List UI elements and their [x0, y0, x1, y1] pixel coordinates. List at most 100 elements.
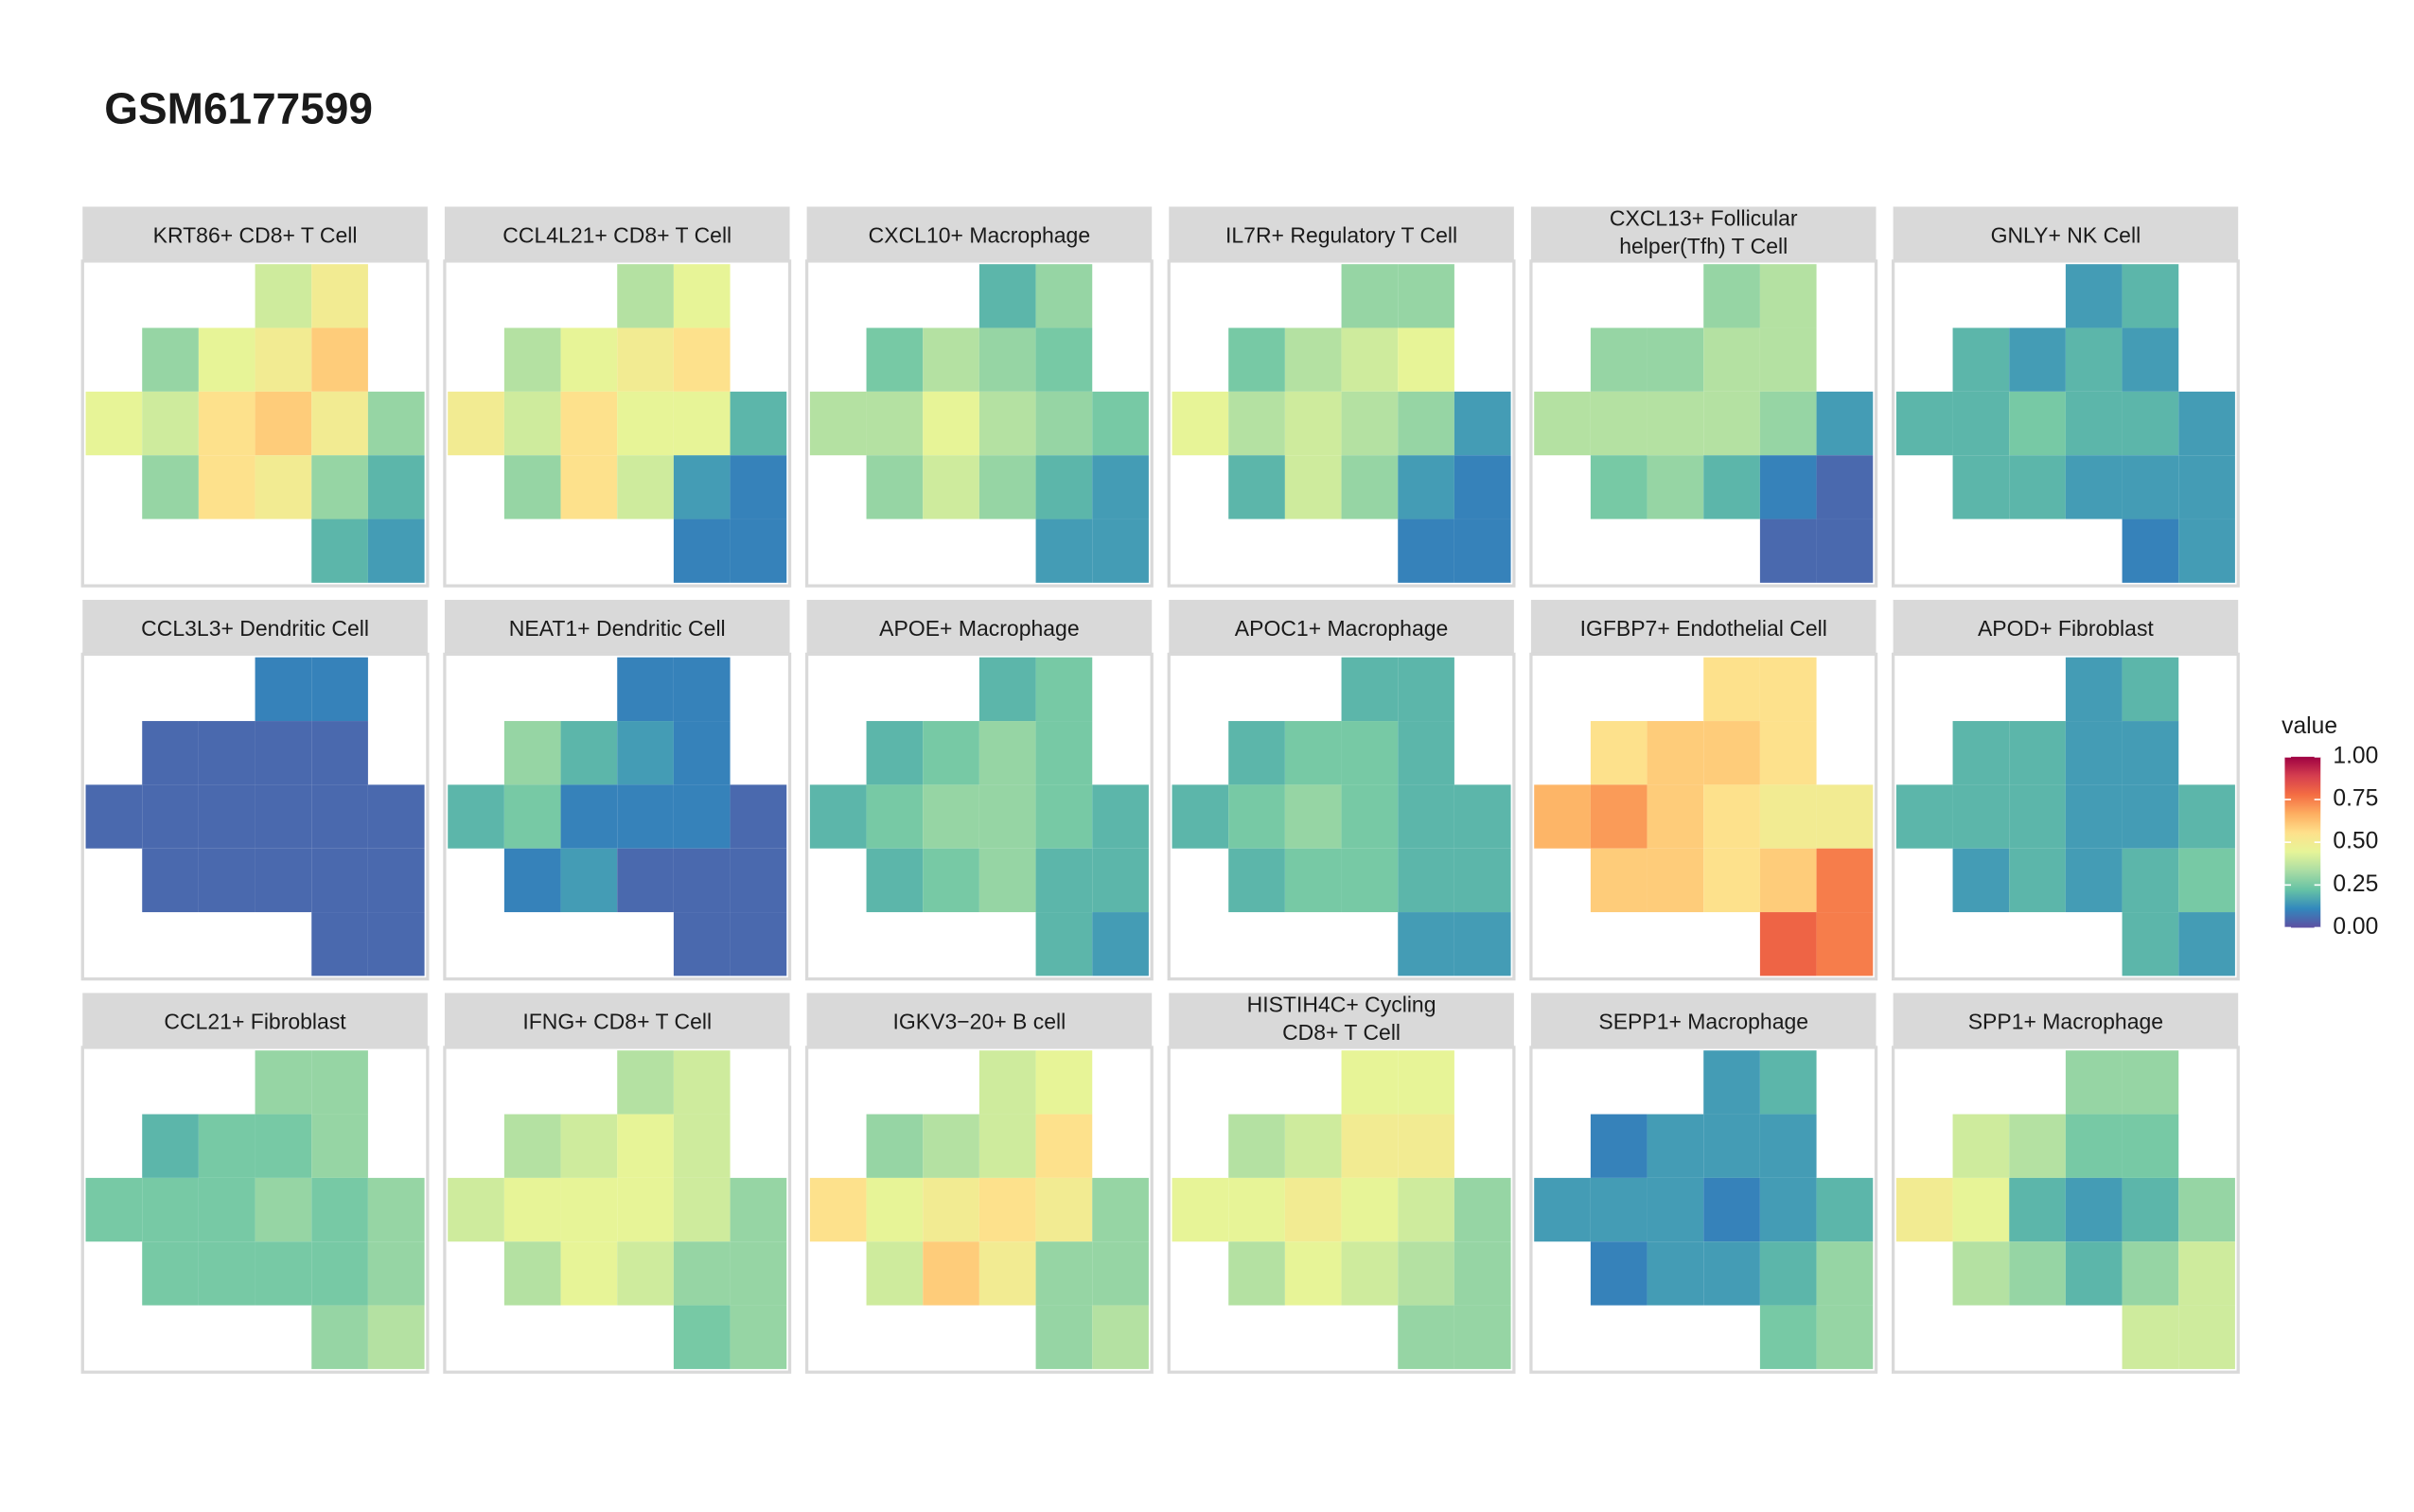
spot-cell [1035, 848, 1093, 913]
spot-cell [255, 1241, 312, 1306]
spot-cell [1035, 912, 1093, 976]
spot-cell [866, 848, 924, 913]
spot-cell [2122, 1177, 2179, 1242]
spot-cell [1398, 721, 1454, 785]
spot-cell [1228, 1241, 1285, 1306]
spot-cell [1172, 784, 1229, 849]
spot-cell [311, 784, 368, 849]
spot-cell [1398, 784, 1454, 849]
spot-cell [367, 912, 425, 976]
spot-cell [1284, 1114, 1342, 1178]
spot-cell [142, 848, 199, 913]
panel-title: CXCL13+ Follicular [1610, 205, 1798, 230]
panel-title: IFNG+ CD8+ T Cell [522, 1010, 712, 1034]
spot-cell [1035, 327, 1093, 392]
strip [82, 599, 428, 655]
spot-cell [1952, 721, 2010, 785]
spot-cell [1092, 391, 1149, 456]
spot-cell [448, 784, 504, 849]
spot-cell [1092, 519, 1149, 583]
strip [444, 599, 790, 655]
spot-cell [1703, 1050, 1760, 1115]
spot-cell [2178, 848, 2235, 913]
spot-cell [1952, 1114, 2010, 1178]
spot-cell [367, 784, 425, 849]
spot-cell [2122, 1305, 2179, 1369]
panel-title: CCL3L3+ Dendritic Cell [141, 616, 369, 641]
spot-cell [142, 391, 199, 456]
spot-cell [1454, 848, 1511, 913]
spot-cell [142, 1114, 199, 1178]
spot-cell [85, 1177, 143, 1242]
spot-cell [1398, 1241, 1454, 1306]
spot-cell [673, 1241, 731, 1306]
spot-cell [1228, 1177, 1285, 1242]
spot-cell [1092, 784, 1149, 849]
spot-cell [1092, 1177, 1149, 1242]
strip [1893, 993, 2239, 1047]
spot-cell [1590, 1177, 1648, 1242]
spot-cell [1703, 455, 1760, 519]
spot-cell [673, 327, 731, 392]
spot-cell [2065, 264, 2123, 328]
spot-cell [503, 327, 561, 392]
spot-cell [503, 1241, 561, 1306]
spot-cell [1703, 264, 1760, 328]
spot-cell [1454, 455, 1511, 519]
spot-cell [1341, 1241, 1399, 1306]
spot-cell [1398, 264, 1454, 328]
spot-cell [1534, 391, 1591, 456]
spot-cell [2122, 327, 2179, 392]
spot-cell [1172, 1177, 1229, 1242]
spot-cell [866, 1114, 924, 1178]
spot-cell [923, 1241, 979, 1306]
spot-cell [978, 455, 1036, 519]
spot-cell [1454, 912, 1511, 976]
spot-cell [142, 721, 199, 785]
panel-title: SPP1+ Macrophage [1968, 1010, 2163, 1034]
spot-cell [1398, 391, 1454, 456]
panel-title: SEPP1+ Macrophage [1598, 1010, 1808, 1034]
spot-cell [673, 519, 731, 583]
strip [82, 993, 428, 1047]
spot-cell [923, 848, 979, 913]
spot-cell [673, 1050, 731, 1115]
spot-cell [923, 1177, 979, 1242]
spot-cell [978, 1241, 1036, 1306]
spot-cell [809, 1177, 867, 1242]
spot-cell [367, 455, 425, 519]
spot-cell [1398, 1305, 1454, 1369]
spot-cell [2122, 848, 2179, 913]
spot-cell [978, 1050, 1036, 1115]
spot-cell [1092, 1305, 1149, 1369]
spot-cell [255, 1050, 312, 1115]
spot-cell [923, 391, 979, 456]
spot-cell [1952, 848, 2010, 913]
spot-cell [2009, 1114, 2066, 1178]
spot-cell [1398, 912, 1454, 976]
spot-cell [2122, 455, 2179, 519]
spot-cell [866, 1177, 924, 1242]
strip [444, 206, 790, 261]
strip [1169, 599, 1514, 655]
spot-cell [367, 391, 425, 456]
spot-cell [2122, 264, 2179, 328]
spot-cell [1341, 455, 1399, 519]
spot-cell [1035, 391, 1093, 456]
spot-cell [1759, 1177, 1817, 1242]
spot-cell [560, 455, 618, 519]
spot-cell [617, 1177, 674, 1242]
spot-cell [1590, 455, 1648, 519]
spot-cell [2178, 1177, 2235, 1242]
spot-cell [1703, 721, 1760, 785]
spot-cell [673, 455, 731, 519]
spot-cell [730, 784, 787, 849]
strip [1530, 993, 1877, 1047]
spot-cell [142, 327, 199, 392]
spot-cell [1035, 721, 1093, 785]
spot-cell [1647, 848, 1704, 913]
spot-cell [1284, 1241, 1342, 1306]
spot-cell [2009, 1177, 2066, 1242]
spot-cell [923, 327, 979, 392]
